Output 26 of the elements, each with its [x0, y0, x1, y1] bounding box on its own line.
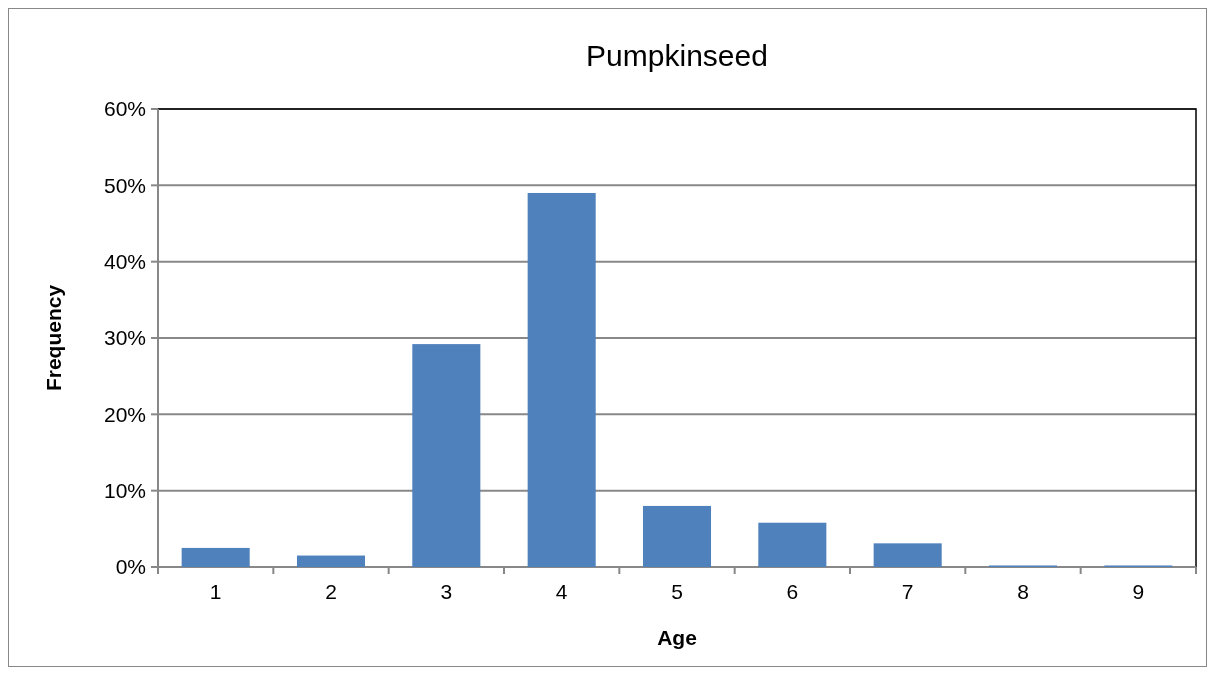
x-tick-label: 3: [440, 580, 453, 603]
x-tick-label: 1: [209, 580, 222, 603]
x-tick-label: 4: [555, 580, 568, 603]
y-tick-label: 50%: [103, 173, 146, 197]
bar: [642, 505, 712, 567]
x-axis-title: Age: [657, 626, 697, 649]
bar: [296, 555, 366, 567]
x-tick-label: 5: [671, 580, 683, 603]
x-tick-label: 7: [901, 580, 914, 603]
y-tick-label: 0%: [115, 555, 146, 579]
y-tick-label: 30%: [103, 326, 146, 350]
y-tick-label: 40%: [103, 250, 146, 274]
y-tick-label: 10%: [103, 479, 146, 503]
bar: [181, 547, 250, 567]
bar: [412, 344, 481, 567]
y-axis-title: Frequency: [42, 284, 65, 392]
y-tick-label: 60%: [103, 97, 146, 121]
x-tick-label: 6: [786, 580, 799, 603]
chart-title: Pumpkinseed: [586, 39, 768, 72]
bar: [758, 522, 827, 567]
x-tick-label: 2: [325, 580, 337, 603]
y-tick-label: 20%: [103, 402, 146, 426]
bar: [527, 192, 596, 567]
x-tick-label: 8: [1017, 580, 1029, 603]
bar: [873, 543, 942, 567]
x-tick-label: 9: [1132, 580, 1145, 603]
